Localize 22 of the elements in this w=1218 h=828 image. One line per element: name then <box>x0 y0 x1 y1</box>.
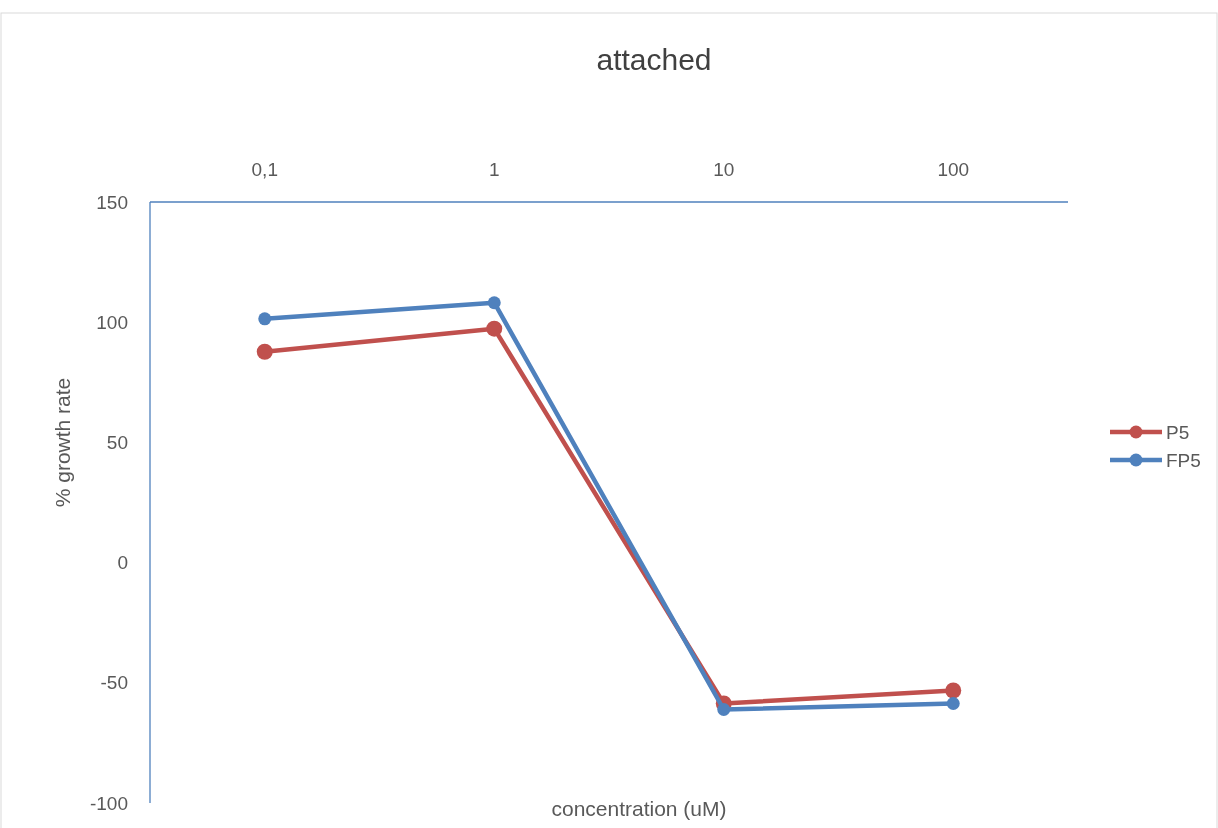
point <box>946 696 960 710</box>
legend-label: P5 <box>1166 421 1190 443</box>
y-tick-label: -50 <box>100 672 128 694</box>
x-tick-label: 100 <box>937 159 970 180</box>
point <box>945 682 962 699</box>
y-tick-label: 0 <box>117 552 128 574</box>
y-tick-label: 150 <box>96 191 128 213</box>
point <box>258 312 272 326</box>
x-axis-title: concentration (uM) <box>551 797 727 820</box>
x-tick-label: 10 <box>713 159 735 180</box>
point <box>717 702 731 716</box>
x-tick-label: 1 <box>488 159 500 180</box>
legend-label: FP5 <box>1166 449 1201 471</box>
point <box>486 320 503 337</box>
point <box>256 343 273 360</box>
y-tick-label: 100 <box>96 311 128 333</box>
y-tick-label: 50 <box>106 432 128 454</box>
point <box>487 296 501 310</box>
y-tick-label: -100 <box>89 792 128 814</box>
x-tick-label: 0,1 <box>251 159 278 180</box>
chart-title: attached <box>596 43 712 76</box>
y-axis-title: % growth rate <box>51 377 74 508</box>
